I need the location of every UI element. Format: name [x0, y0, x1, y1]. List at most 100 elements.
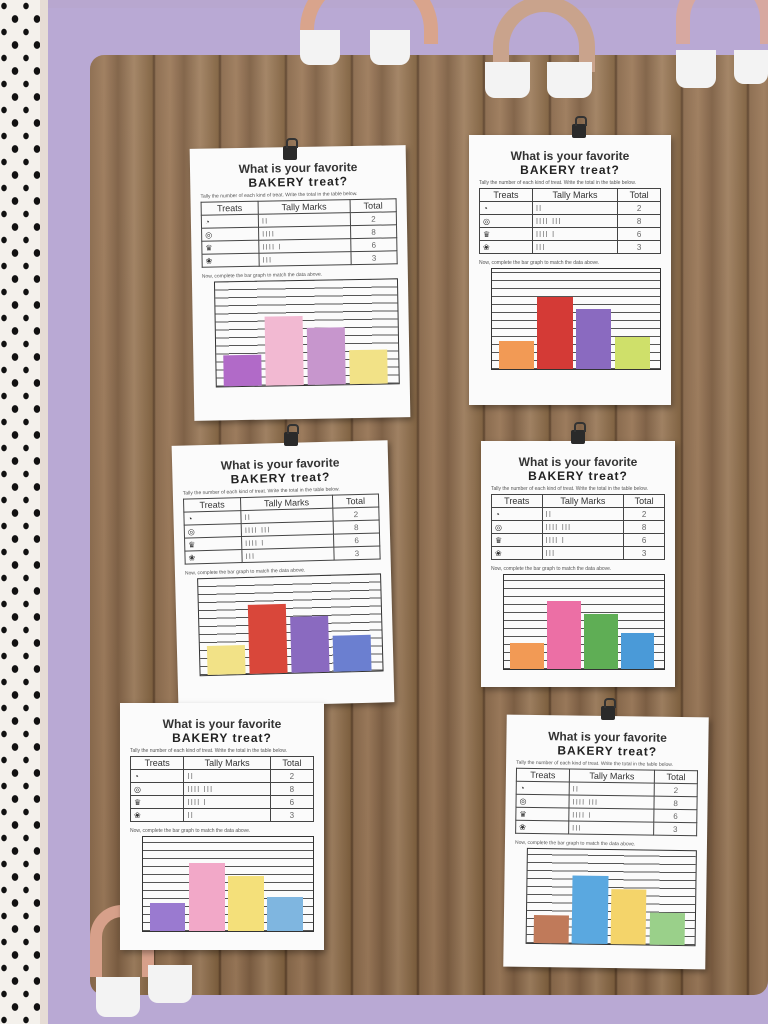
col-total: Total: [350, 198, 397, 213]
tally-table: Treats Tally Marks Total ◔ II 2 ◎ IIII III 8 ♛…: [515, 768, 698, 837]
tally: IIII III: [541, 520, 625, 534]
total: 6: [654, 809, 697, 823]
worksheet-5: What is your favorite BAKERY treat? Tall…: [120, 703, 324, 950]
graph-instruction: Now, complete the bar graph to match the…: [479, 260, 600, 266]
donut-icon: ◎: [201, 227, 259, 242]
bar-pie: [498, 341, 534, 369]
total: 2: [623, 507, 665, 521]
total: 8: [617, 214, 661, 228]
cookie-icon: ❀: [491, 546, 543, 560]
total: 3: [350, 250, 398, 265]
tally: III: [541, 546, 625, 560]
bar-cookie: [620, 633, 655, 669]
binder-clip: [601, 698, 616, 720]
col-treats: Treats: [479, 188, 533, 202]
bar-pie: [149, 902, 186, 931]
col-total: Total: [269, 756, 315, 770]
bar-graph: [525, 847, 697, 947]
bar-donut: [547, 601, 581, 669]
rainbow-decoration-2: [485, 0, 595, 100]
col-treats: Treats: [129, 756, 185, 770]
total: 2: [350, 211, 397, 226]
bar-cupcake: [228, 876, 264, 931]
graph-instruction: Now, complete the bar graph to match the…: [514, 839, 636, 848]
worksheet-2: What is your favorite BAKERY treat? Tall…: [469, 135, 671, 405]
col-tally: Tally Marks: [541, 494, 625, 508]
title-line-1: What is your favorite: [518, 455, 638, 469]
col-total: Total: [623, 494, 665, 508]
tally: IIII I: [568, 807, 655, 823]
total: 6: [623, 533, 665, 547]
title-line-1: What is your favorite: [162, 717, 282, 731]
bar-cookie: [349, 349, 388, 385]
tally: IIII III: [531, 214, 619, 228]
tally: III: [258, 251, 352, 267]
pie-icon: ◔: [491, 507, 543, 521]
col-total: Total: [617, 188, 661, 202]
polka-dot-border-strip: [0, 0, 40, 1024]
cupcake-icon: ♛: [491, 533, 543, 547]
cookie-icon: ❀: [129, 808, 185, 822]
binder-clip: [284, 424, 299, 446]
cupcake-icon: ♛: [479, 227, 533, 241]
total: 6: [269, 795, 315, 809]
tally: IIII I: [541, 533, 625, 547]
cookie-icon: ❀: [515, 820, 569, 834]
wall-strip: [40, 0, 48, 1024]
bar-donut: [571, 875, 609, 945]
worksheet-6: What is your favorite BAKERY treat? Tall…: [503, 714, 709, 970]
bar-donut: [247, 603, 288, 674]
rainbow-decoration-1: [300, 0, 438, 75]
total: 6: [333, 532, 380, 548]
cupcake-icon: ♛: [129, 795, 185, 809]
total: 2: [269, 769, 315, 783]
bar-pie: [533, 914, 569, 944]
bar-graph: [491, 268, 661, 370]
worksheet-3: What is your favorite BAKERY treat? Tall…: [171, 440, 395, 708]
bar-cookie: [614, 337, 650, 369]
pie-icon: ◔: [201, 214, 259, 229]
tally: II: [531, 201, 619, 215]
col-tally: Tally Marks: [531, 188, 619, 202]
col-tally: Tally Marks: [569, 768, 655, 784]
tally: II: [183, 769, 271, 783]
tally-table: Treats Tally Marks Total ◔ II 2 ◎ IIII III 8 ♛…: [491, 494, 665, 560]
worksheet-1: What is your favorite BAKERY treat? Tall…: [189, 145, 411, 421]
title-line-2: BAKERY treat?: [528, 469, 628, 483]
tally: II: [183, 808, 271, 822]
bar-graph: [142, 836, 314, 932]
total: 6: [350, 237, 397, 252]
rainbow-decoration-3: [676, 0, 768, 92]
bar-cupcake: [584, 614, 618, 669]
bar-donut: [188, 863, 225, 931]
tally: III: [241, 547, 335, 563]
total: 3: [623, 546, 665, 560]
total: 3: [269, 808, 315, 822]
total: 8: [623, 520, 665, 534]
tally: II: [541, 507, 625, 521]
worksheet-title: What is your favorite BAKERY treat?: [481, 455, 675, 483]
bar-cookie: [649, 912, 685, 946]
title-line-2: BAKERY treat?: [172, 731, 272, 745]
pie-icon: ◔: [479, 201, 533, 215]
tally-instruction: Tally the number of each kind of treat. …: [130, 748, 287, 754]
bar-graph: [503, 574, 665, 670]
bar-cupcake: [576, 309, 612, 369]
binder-clip: [572, 116, 587, 138]
tally-instruction: Tally the number of each kind of treat. …: [516, 759, 674, 768]
total: 3: [617, 240, 661, 254]
worksheet-title: What is your favorite BAKERY treat?: [469, 149, 671, 177]
cookie-icon: ❀: [479, 240, 533, 254]
tally-instruction: Tally the number of each kind of treat. …: [491, 486, 648, 492]
bar-cupcake: [610, 889, 647, 945]
worksheet-title: What is your favorite BAKERY treat?: [506, 729, 708, 760]
worksheet-title: What is your favorite BAKERY treat?: [190, 159, 406, 191]
total: 2: [617, 201, 661, 215]
donut-icon: ◎: [129, 782, 185, 796]
total: 3: [653, 822, 697, 836]
graph-instruction: Now, complete the bar graph to match the…: [491, 566, 612, 572]
binder-clip: [283, 138, 298, 160]
pie-icon: ◔: [516, 781, 570, 795]
bar-graph: [197, 573, 384, 677]
total: 6: [617, 227, 661, 241]
